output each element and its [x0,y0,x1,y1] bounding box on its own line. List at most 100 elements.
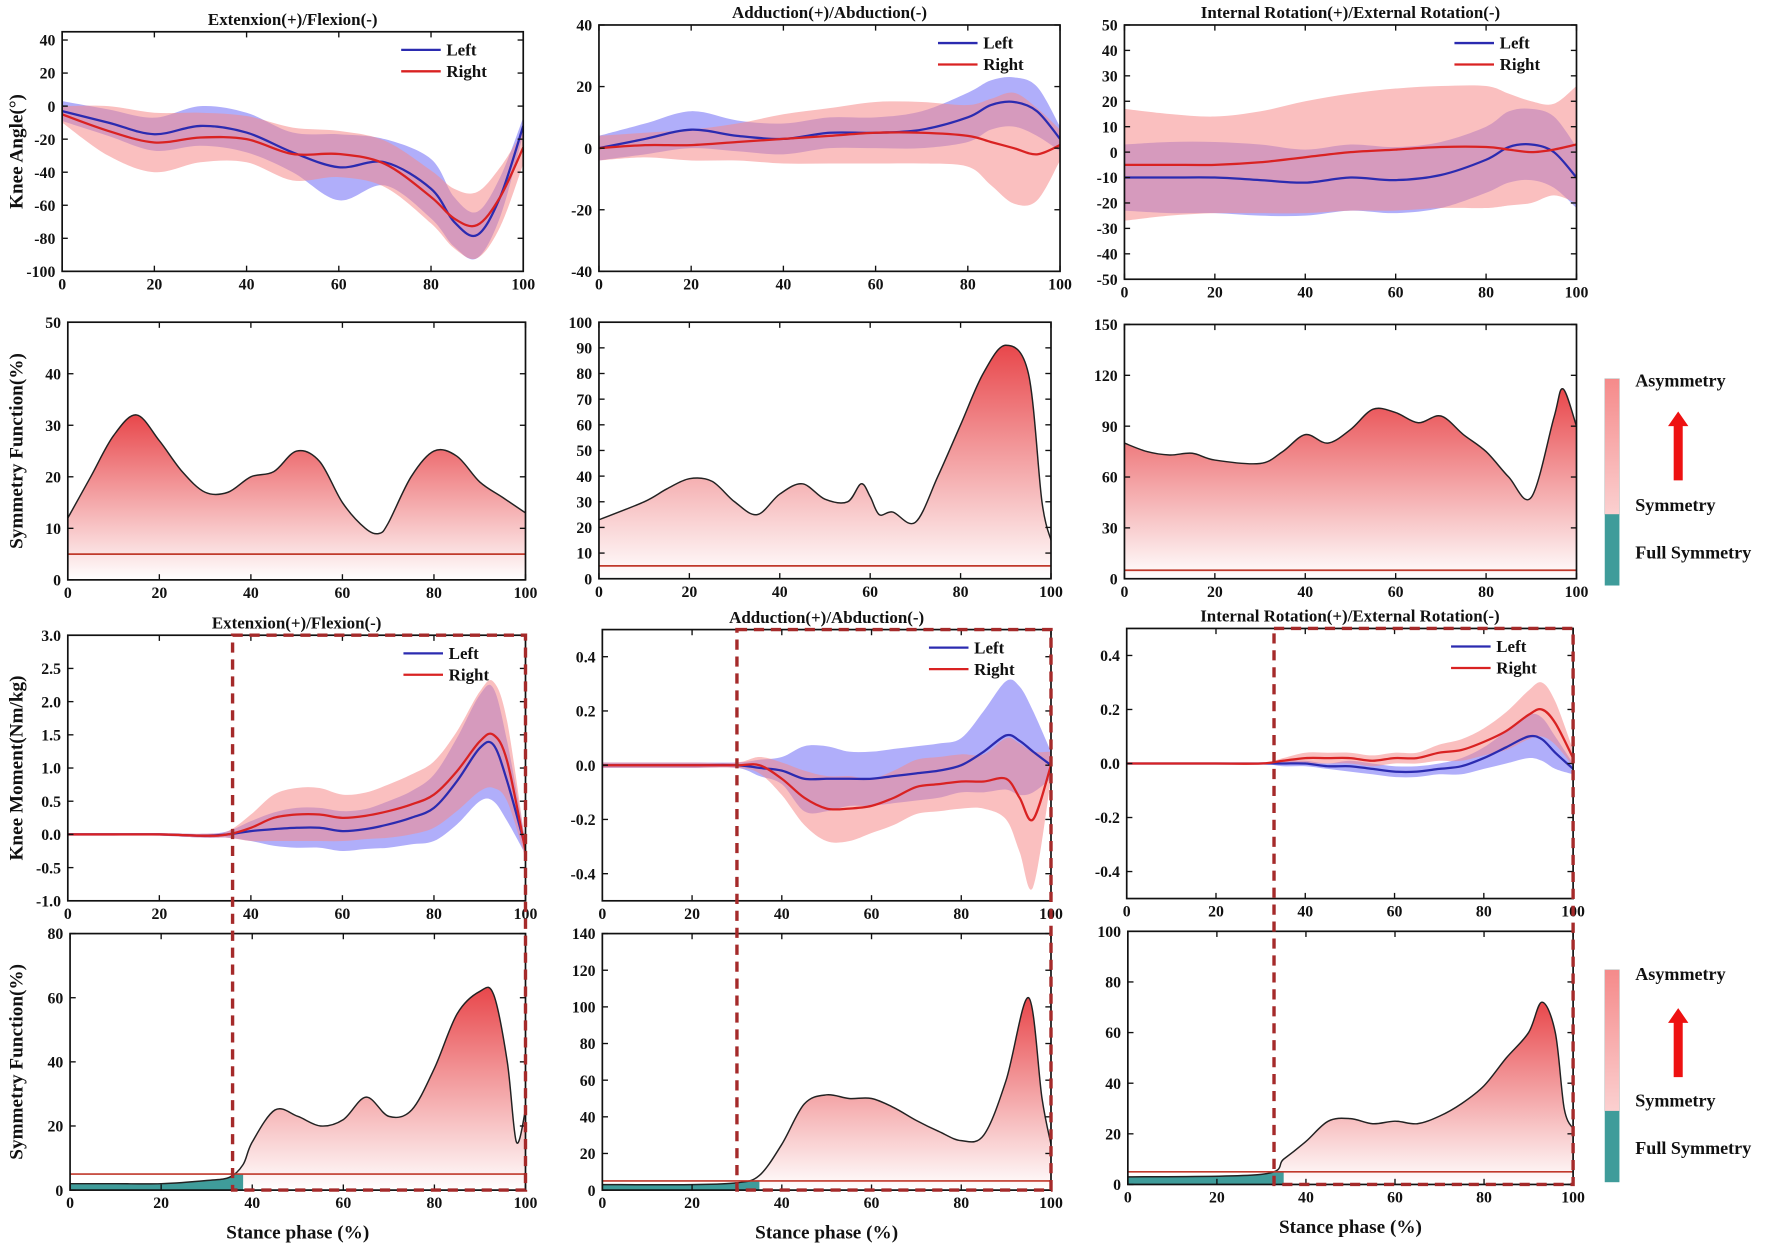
legend-label-left: Left [449,644,479,663]
x-tick-label: 0 [64,906,72,923]
y-tick-label: 0 [588,1183,596,1200]
y-tick-label: -40 [1097,246,1118,263]
x-tick-label: 0 [1124,1190,1132,1207]
y-tick-label: 40 [576,18,592,35]
y-tick-label: -1.0 [36,893,61,910]
mean-line-right [1126,708,1574,765]
legend-label-left: Left [1496,637,1526,656]
x-tick-label: 60 [1387,904,1403,921]
x-tick-label: 20 [1209,1190,1225,1207]
y-tick-label: 20 [580,1146,596,1163]
x-tick-label: 40 [774,1195,790,1212]
x-tick-label: 20 [151,906,167,923]
x-tick-label: 80 [423,276,439,293]
y-tick-label: -20 [1097,196,1118,213]
x-tick-label: 60 [1388,284,1404,301]
x-tick-label: 0 [1120,284,1128,301]
plot-area [67,679,526,858]
plot-area [598,344,1051,579]
y-tick-label: 60 [47,990,63,1007]
x-tick-label: 20 [1207,284,1223,301]
x-tick-label: 60 [335,906,351,923]
sd-band-right [67,679,526,858]
full-symmetry-bar [1604,1111,1620,1183]
panel-title: Extenxion(+)/Flexion(-) [208,10,378,29]
plot-area [70,986,526,1191]
y-tick-label: 50 [1102,18,1118,35]
legend-label-right: Right [449,665,490,684]
y-tick-label: 0 [53,573,61,590]
colorbar-legend-top: Asymmetry Symmetry Full Symmetry [1604,371,1751,586]
x-tick-label: 80 [1478,584,1494,601]
y-axis-label: Symmetry Function(%) [7,353,28,549]
y-tick-label: -0.2 [1095,810,1120,827]
asymmetry-bar [1604,969,1620,1112]
full-symmetry-label: Full Symmetry [1635,542,1751,562]
x-tick-label: 60 [1387,1190,1403,1207]
y-tick-label: 30 [1102,68,1118,85]
axes-frame [66,321,527,581]
y-tick-label: 2.5 [41,661,61,678]
y-tick-label: -40 [571,264,592,281]
x-tick-label: 0 [598,906,606,923]
panel-title: Internal Rotation(+)/External Rotation(-… [1200,607,1499,626]
y-tick-label: -0.2 [571,812,596,829]
x-tick-label: 40 [243,906,259,923]
x-tick-label: 100 [514,1195,538,1212]
y-tick-label: -0.5 [36,860,61,877]
y-tick-label: -0.4 [1095,864,1120,881]
x-tick-label: 0 [58,276,66,293]
y-tick-label: 10 [1102,119,1118,136]
y-tick-label: -0.4 [571,866,596,883]
y-axis-label: Knee Angle(°) [7,94,28,209]
axes-frame [61,30,525,273]
panel-sym-moment-rot: 100 80 60 40 20 00 20 40 60 80 100 Stance phase (%) [1097,924,1585,1238]
y-tick-label: 10 [45,521,61,538]
x-tick-label: 40 [774,906,790,923]
symmetry-area [1127,1002,1574,1185]
panel-moment-ext: Left Right 3.0 2.5 2.0 1.5 1.0 0.5 0.0 -0.5 -1.00 2… [7,613,538,922]
plot-area [1127,1001,1574,1185]
plot-area [62,101,524,260]
y-tick-label: 20 [40,66,56,83]
x-tick-label: 100 [1565,584,1589,601]
y-tick-label: 0 [584,571,592,588]
x-tick-label: 100 [1565,284,1589,301]
x-tick-label: 100 [1048,276,1072,293]
x-tick-label: 80 [953,906,969,923]
y-tick-label: 120 [572,963,596,980]
y-tick-label: 50 [45,315,61,332]
x-tick-label: 80 [1476,1190,1492,1207]
y-tick-label: 0 [1110,145,1118,162]
x-tick-label: 0 [66,1195,74,1212]
y-tick-label: 30 [576,494,592,511]
y-tick-label: 2.0 [41,694,61,711]
x-tick-label: 20 [1208,904,1224,921]
y-tick-label: 100 [572,1000,596,1017]
x-tick-label: 100 [514,585,538,602]
x-tick-label: 40 [243,585,259,602]
y-tick-label: 1.5 [41,727,61,744]
x-tick-label: 100 [1039,584,1063,601]
y-tick-label: 40 [580,1109,596,1126]
y-tick-label: 1.0 [41,761,61,778]
y-axis-label: Knee Moment(Nm/kg) [7,675,28,860]
y-tick-label: 140 [572,926,596,943]
mean-line-left [62,109,524,238]
up-arrow-icon [1668,411,1689,481]
full-symmetry-label: Full Symmetry [1635,1138,1751,1158]
x-tick-label: 20 [1207,584,1223,601]
y-tick-label: 20 [1105,1126,1121,1143]
x-tick-label: 80 [427,1195,443,1212]
x-tick-label: 20 [684,906,700,923]
symmetry-function-line [70,986,526,1185]
symmetry-label: Symmetry [1635,1090,1715,1110]
asymmetry-label: Asymmetry [1635,964,1725,984]
y-tick-label: 0 [584,141,592,158]
y-tick-label: 150 [1094,317,1118,334]
sd-band-right [62,105,524,259]
y-tick-label: 40 [40,33,56,50]
x-tick-label: 100 [1039,1195,1063,1212]
